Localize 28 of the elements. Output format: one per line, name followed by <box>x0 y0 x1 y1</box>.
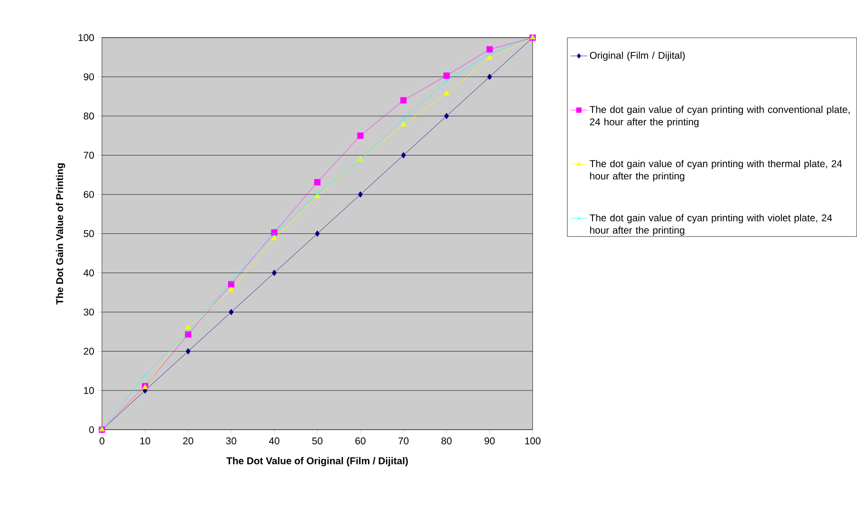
y-tick-label: 80 <box>84 112 94 120</box>
x-tick-label: 20 <box>183 437 194 444</box>
y-tick-label: 10 <box>84 387 94 394</box>
legend-label: Original (Film / Dijital) <box>590 52 685 61</box>
x-tick-label: 80 <box>441 437 452 444</box>
y-tick-label: 0 <box>89 426 94 434</box>
y-tick-label: 90 <box>84 73 94 80</box>
x-tick-label: 50 <box>312 437 322 444</box>
x-tick-label: 30 <box>226 437 236 444</box>
y-tick-label: 60 <box>84 191 94 198</box>
y-tick-label: 70 <box>84 152 94 159</box>
x-tick-label: 60 <box>355 437 366 444</box>
x-tick-label: 0 <box>100 437 104 444</box>
x-tick-label: 70 <box>398 437 409 444</box>
x-axis-title: The Dot Value of Original (Film / Dijital) <box>226 457 408 466</box>
legend-label: The dot gain value of cyan printing with conventional plate, 24 hour after the printing <box>590 106 850 128</box>
y-tick-label: 50 <box>84 230 94 238</box>
legend-label: The dot gain value of cyan printing with thermal plate, 24 hour after the printing <box>590 160 842 182</box>
x-tick-label: 100 <box>525 437 541 444</box>
y-tick-label: 20 <box>84 348 94 355</box>
y-tick-label: 40 <box>84 269 94 276</box>
legend-label: The dot gain value of cyan printing with violet plate, 24 hour after the printing <box>590 214 832 236</box>
x-tick-label: 40 <box>269 437 280 444</box>
y-axis-title: The Dot Gain Value of Printing <box>56 163 66 305</box>
y-tick-label: 30 <box>84 308 94 316</box>
x-tick-label: 10 <box>140 437 150 444</box>
y-tick-label: 100 <box>78 34 94 42</box>
x-tick-label: 90 <box>484 437 495 444</box>
